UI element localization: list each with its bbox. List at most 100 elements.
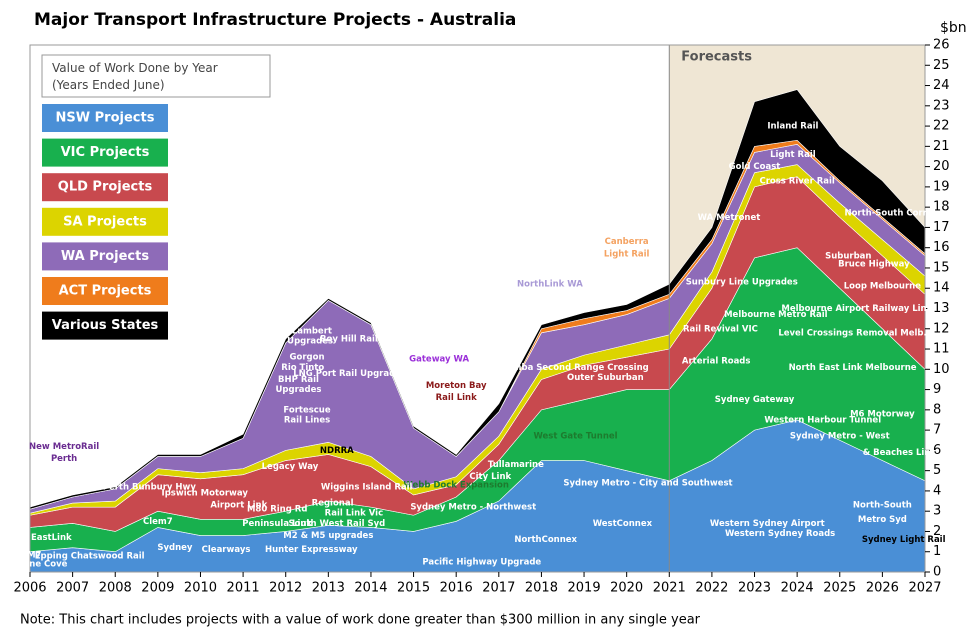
- y-axis-label: $bn: [940, 20, 967, 36]
- annotation: M6 Motorway: [850, 409, 915, 419]
- annotation: Clearways: [202, 545, 251, 555]
- x-tick-label: 2012: [269, 581, 302, 596]
- legend-label: NSW Projects: [56, 111, 155, 126]
- y-tick-label: 22: [933, 119, 950, 134]
- annotation: Rail Revival VIC: [683, 324, 758, 334]
- annotation: WA Metronet: [698, 213, 761, 223]
- annotation: Ipswich Motorway: [162, 488, 249, 498]
- y-tick-label: 2: [933, 524, 941, 539]
- y-tick-label: 24: [933, 78, 950, 93]
- annotation: Perth: [51, 454, 77, 464]
- y-tick-label: 9: [933, 382, 941, 397]
- y-tick-label: 10: [933, 362, 950, 377]
- annotation: Sydney: [157, 543, 193, 553]
- annotation: Canberra: [605, 237, 649, 247]
- legend-label: VIC Projects: [61, 145, 150, 160]
- note: Note: This chart includes projects with …: [20, 613, 701, 628]
- annotation: Level Crossings Removal Melb.: [778, 328, 926, 338]
- annotation: Sydney Light Rail: [862, 535, 946, 545]
- y-tick-label: 5: [933, 463, 941, 478]
- annotation: Rail Link Vic: [325, 509, 383, 519]
- legend-label: QLD Projects: [58, 180, 153, 195]
- x-tick-label: 2025: [823, 581, 856, 596]
- annotation: Western Harbour Tunnel: [764, 415, 881, 425]
- legend-label: SA Projects: [63, 214, 147, 229]
- annotation: Sydney Metro - Northwest: [410, 503, 536, 513]
- x-tick-label: 2008: [99, 581, 132, 596]
- y-tick-label: 12: [933, 321, 950, 336]
- annotation: Wiggins Island Rail: [321, 482, 413, 492]
- annotation: Legacy Way: [262, 462, 319, 472]
- y-tick-label: 11: [933, 342, 950, 357]
- annotation: Bruce Highway: [838, 259, 910, 269]
- legend-swatch: [42, 242, 168, 271]
- legend-label: Various States: [52, 318, 159, 333]
- forecast-label: Forecasts: [681, 50, 752, 65]
- subtitle-line: (Years Ended June): [52, 78, 165, 92]
- x-tick-label: 2017: [482, 581, 515, 596]
- annotation: Gorgon: [290, 353, 325, 363]
- x-tick-label: 2018: [525, 581, 558, 596]
- annotation: Fortescue: [283, 405, 330, 415]
- x-tick-label: 2022: [695, 581, 728, 596]
- annotation: Melbourne Airport Railway Link: [781, 304, 932, 314]
- annotation: Epping Chatswood Rail: [35, 551, 145, 561]
- annotation: BHP Rail: [278, 375, 319, 385]
- x-tick-label: 2020: [610, 581, 643, 596]
- annotation: Inland Rail: [767, 122, 818, 132]
- annotation: M7: [27, 550, 41, 560]
- annotation: Western Sydney Roads: [725, 529, 835, 539]
- annotation: EastLink: [31, 533, 72, 543]
- annotation: Loop Melbourne: [844, 282, 921, 292]
- annotation: Metro Syd: [858, 515, 907, 525]
- annotation: M80 Ring Rd: [247, 505, 307, 515]
- x-tick-label: 2011: [227, 581, 260, 596]
- x-tick-label: 2023: [738, 581, 771, 596]
- x-tick-label: 2016: [440, 581, 473, 596]
- y-tick-label: 15: [933, 260, 950, 275]
- annotation: LNG Port Rail Upgrades: [293, 369, 406, 379]
- annotation: Tullamarine: [488, 460, 544, 470]
- annotation: Regional: [312, 499, 354, 509]
- annotation: Rail Lines: [284, 415, 330, 425]
- annotation: Toowoomba Second Range Crossing: [477, 363, 649, 373]
- annotation: New MetroRail: [29, 442, 99, 452]
- annotation: Clem7: [143, 517, 173, 527]
- legend-swatch: [42, 277, 168, 305]
- y-tick-label: 17: [933, 220, 950, 235]
- y-tick-label: 14: [933, 281, 950, 296]
- annotation: Rail Link: [436, 393, 477, 403]
- annotation: Suburban: [825, 251, 871, 261]
- annotation: Sydney Metro - City and Southwest: [563, 478, 732, 488]
- annotation: & Beaches Link: [863, 448, 937, 458]
- annotation: NorthLink WA: [517, 280, 583, 290]
- annotation: Roy Hill Rail and Port: [320, 334, 422, 344]
- annotation: North-South Corridor: [844, 209, 946, 219]
- y-tick-label: 23: [933, 98, 950, 113]
- x-tick-label: 2024: [781, 581, 814, 596]
- annotation: Light Rail: [770, 150, 816, 160]
- chart-title: Major Transport Infrastructure Projects …: [34, 10, 516, 30]
- x-tick-label: 2007: [56, 581, 89, 596]
- annotation: South West Rail Syd: [288, 519, 385, 529]
- legend-swatch: [42, 104, 168, 132]
- annotation: Gateway WA: [409, 355, 469, 365]
- x-tick-label: 2013: [312, 581, 345, 596]
- annotation: Port Upgrades: [264, 336, 333, 346]
- annotation: Sydney Gateway: [715, 395, 795, 405]
- legend-swatch: [42, 311, 168, 340]
- annotation: Gold Coast: [729, 162, 781, 172]
- y-tick-label: 6: [933, 443, 941, 458]
- annotation: M2 & M5 upgrades: [283, 531, 373, 541]
- x-tick-label: 2019: [568, 581, 601, 596]
- annotation: Melbourne Metro Rail: [724, 310, 828, 320]
- subtitle: Value of Work Done by Year (Years Ended J…: [52, 61, 218, 92]
- legend-label: WA Projects: [61, 249, 149, 264]
- annotation: WestConnex: [593, 519, 653, 529]
- annotation: NDRRA: [320, 446, 354, 456]
- annotation: Arterial Roads: [682, 357, 751, 367]
- legend-swatch: [42, 207, 168, 236]
- annotation: City Link: [469, 472, 511, 482]
- annotation: Airport Link: [210, 501, 267, 511]
